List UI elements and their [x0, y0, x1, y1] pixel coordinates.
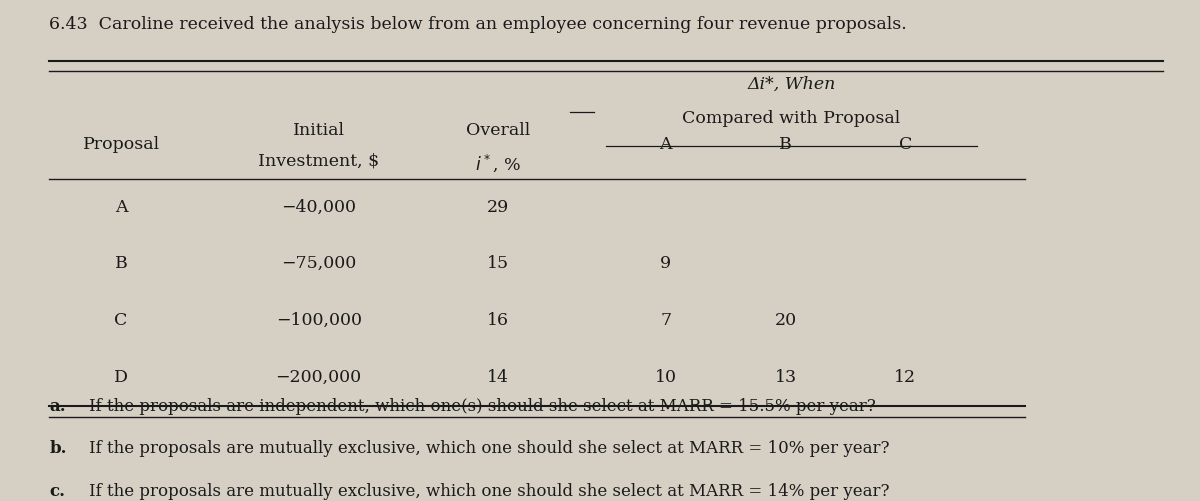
Text: Investment, $: Investment, $: [258, 153, 379, 170]
Text: c.: c.: [49, 482, 65, 499]
Text: A: A: [660, 136, 672, 153]
Text: B: B: [115, 256, 127, 272]
Text: C: C: [899, 136, 912, 153]
Text: C: C: [114, 312, 127, 329]
Text: −100,000: −100,000: [276, 312, 361, 329]
Text: Overall: Overall: [466, 122, 530, 139]
Text: −75,000: −75,000: [281, 256, 356, 272]
Text: 9: 9: [660, 256, 672, 272]
Text: Compared with Proposal: Compared with Proposal: [683, 110, 901, 127]
Text: a.: a.: [49, 398, 66, 415]
Text: If the proposals are mutually exclusive, which one should she select at MARR = 1: If the proposals are mutually exclusive,…: [89, 482, 889, 499]
Text: B: B: [779, 136, 792, 153]
Text: 7: 7: [660, 312, 672, 329]
Text: A: A: [115, 198, 127, 215]
Text: 10: 10: [655, 369, 677, 386]
Text: 20: 20: [774, 312, 797, 329]
Text: −200,000: −200,000: [276, 369, 361, 386]
Text: 13: 13: [774, 369, 797, 386]
Text: 16: 16: [487, 312, 509, 329]
Text: 14: 14: [487, 369, 509, 386]
Text: $i^*$, %: $i^*$, %: [475, 153, 521, 174]
Text: 15: 15: [487, 256, 509, 272]
Text: Proposal: Proposal: [83, 136, 160, 153]
Text: −40,000: −40,000: [281, 198, 356, 215]
Text: If the proposals are independent, which one(s) should she select at MARR = 15.5%: If the proposals are independent, which …: [89, 398, 876, 415]
Text: If the proposals are mutually exclusive, which one should she select at MARR = 1: If the proposals are mutually exclusive,…: [89, 440, 889, 457]
Text: Initial: Initial: [293, 122, 344, 139]
Text: b.: b.: [49, 440, 67, 457]
Text: 29: 29: [487, 198, 509, 215]
Text: 12: 12: [894, 369, 917, 386]
Text: Δi*, When: Δi*, When: [748, 76, 835, 93]
Text: 6.43  Caroline received the analysis below from an employee concerning four reve: 6.43 Caroline received the analysis belo…: [49, 16, 907, 33]
Text: D: D: [114, 369, 128, 386]
